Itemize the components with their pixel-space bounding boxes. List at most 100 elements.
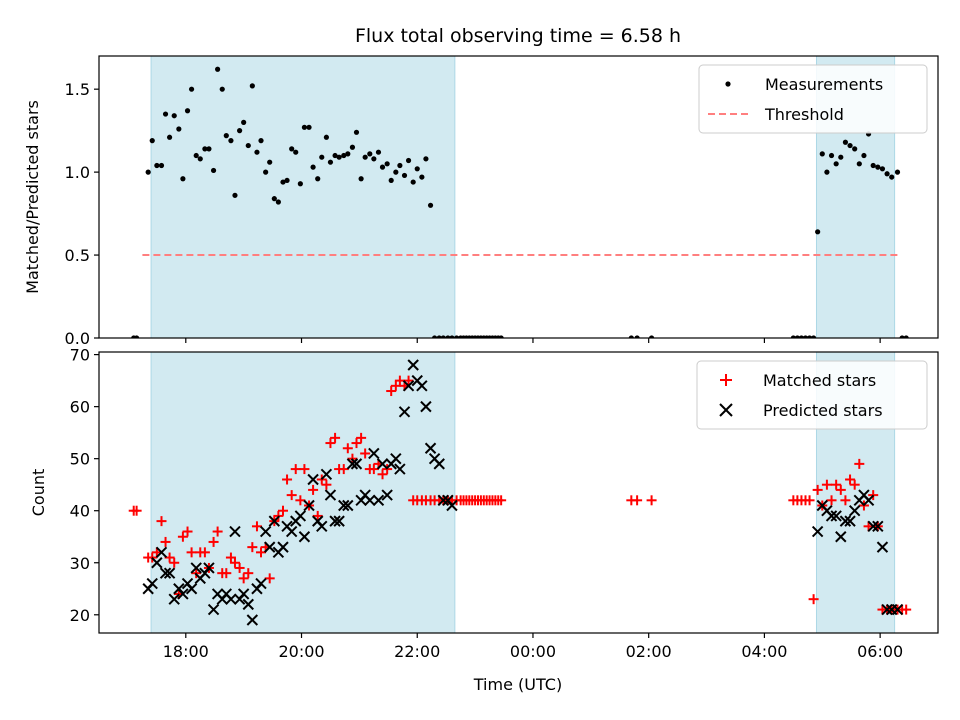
matched-point	[238, 573, 249, 584]
matched-point	[212, 526, 223, 537]
measurement-point	[894, 169, 901, 175]
measurement-point	[184, 108, 191, 114]
matched-point	[308, 484, 319, 495]
matched-point	[804, 495, 815, 506]
measurement-point	[237, 128, 243, 134]
measurement-point	[176, 126, 182, 132]
measurement-point	[889, 174, 895, 180]
matched-point	[264, 573, 275, 584]
measurement-point	[223, 133, 229, 139]
predicted-point	[242, 598, 254, 611]
plot-area	[131, 66, 909, 338]
measurement-point	[289, 146, 295, 152]
measurement-point	[427, 202, 434, 208]
matched-point	[229, 557, 240, 568]
predicted-point	[881, 603, 893, 616]
predicted-point	[203, 562, 215, 574]
measurement-point	[206, 146, 212, 152]
predicted-point	[368, 447, 380, 460]
predicted-point	[316, 520, 328, 533]
predicted-point	[303, 499, 315, 512]
predicted-point	[376, 458, 389, 470]
predicted-point	[237, 588, 250, 600]
predicted-point	[867, 520, 879, 533]
matched-point	[208, 536, 219, 547]
measurement-point	[410, 179, 416, 185]
predicted-point	[255, 577, 267, 590]
matched-point	[312, 510, 323, 521]
predicted-point	[342, 499, 354, 512]
measurement-point	[258, 138, 264, 144]
measurement-point	[271, 196, 277, 202]
measurement-point	[371, 156, 377, 162]
measurement-point	[419, 174, 425, 180]
predicted-point	[159, 567, 172, 579]
measurement-point	[423, 156, 429, 162]
matched-point	[826, 495, 837, 506]
predicted-point	[825, 510, 838, 522]
measurement-point	[810, 335, 817, 338]
measurement-point	[861, 152, 867, 159]
measurement-point	[498, 335, 504, 338]
measurement-point	[884, 171, 890, 177]
y-tick-label: 40	[70, 502, 90, 521]
measurement-point	[440, 335, 446, 338]
predicted-point	[146, 577, 158, 590]
predicted-point	[872, 520, 884, 533]
measurement-point	[388, 177, 394, 184]
matched-point	[299, 464, 310, 475]
y-tick-label: 0.0	[65, 329, 90, 348]
measurement-point	[449, 335, 455, 338]
measurement-point	[806, 335, 813, 338]
predicted-point	[839, 515, 852, 527]
measurement-point	[219, 86, 225, 92]
measurement-point	[375, 149, 382, 155]
predicted-point	[259, 525, 272, 538]
predicted-point	[372, 494, 385, 507]
measurement-point	[879, 166, 886, 172]
measurement-point	[154, 162, 160, 169]
matched-point	[808, 594, 819, 605]
matched-point	[351, 438, 362, 449]
matched-point	[840, 495, 851, 506]
predicted-point	[263, 541, 276, 553]
measurement-point	[899, 335, 905, 338]
measurement-point	[323, 134, 329, 140]
measurement-point	[327, 159, 334, 165]
matched-point	[282, 474, 293, 485]
measurement-point	[367, 151, 373, 157]
measurement-point	[263, 169, 269, 175]
matched-point	[169, 557, 180, 568]
panel-ratio: 0.0 0.5 1.0 1.5 Matched/Predicted stars Measu…	[23, 55, 939, 348]
matched-point	[835, 484, 846, 495]
measurement-point	[349, 144, 356, 150]
matched-point	[646, 495, 657, 506]
x-tick-label: 18:00	[163, 642, 209, 661]
measurement-point	[842, 139, 849, 145]
measurement-point	[254, 149, 260, 155]
measurement-point	[341, 152, 347, 159]
matched-point	[182, 526, 193, 537]
matched-point	[225, 552, 236, 563]
predicted-point	[268, 515, 281, 527]
x-tick-label: 04:00	[741, 642, 787, 661]
matched-point	[131, 505, 142, 516]
measurement-point	[870, 162, 876, 169]
predicted-point	[246, 614, 259, 626]
measurement-point	[149, 138, 155, 144]
matched-point	[338, 464, 349, 475]
measurement-point	[648, 335, 655, 338]
measurement-point	[397, 162, 403, 169]
predicted-point	[163, 567, 176, 579]
measurement-point	[856, 161, 862, 167]
measurement-point	[353, 129, 360, 135]
predicted-point	[151, 557, 163, 569]
measurement-point	[824, 169, 830, 175]
matched-point	[386, 386, 397, 397]
measurement-point	[306, 124, 312, 130]
measurement-point	[794, 335, 800, 338]
measurement-point	[790, 335, 796, 338]
measurement-point	[284, 177, 290, 184]
legend-label: Measurements	[765, 75, 883, 94]
measurement-point	[249, 83, 255, 89]
